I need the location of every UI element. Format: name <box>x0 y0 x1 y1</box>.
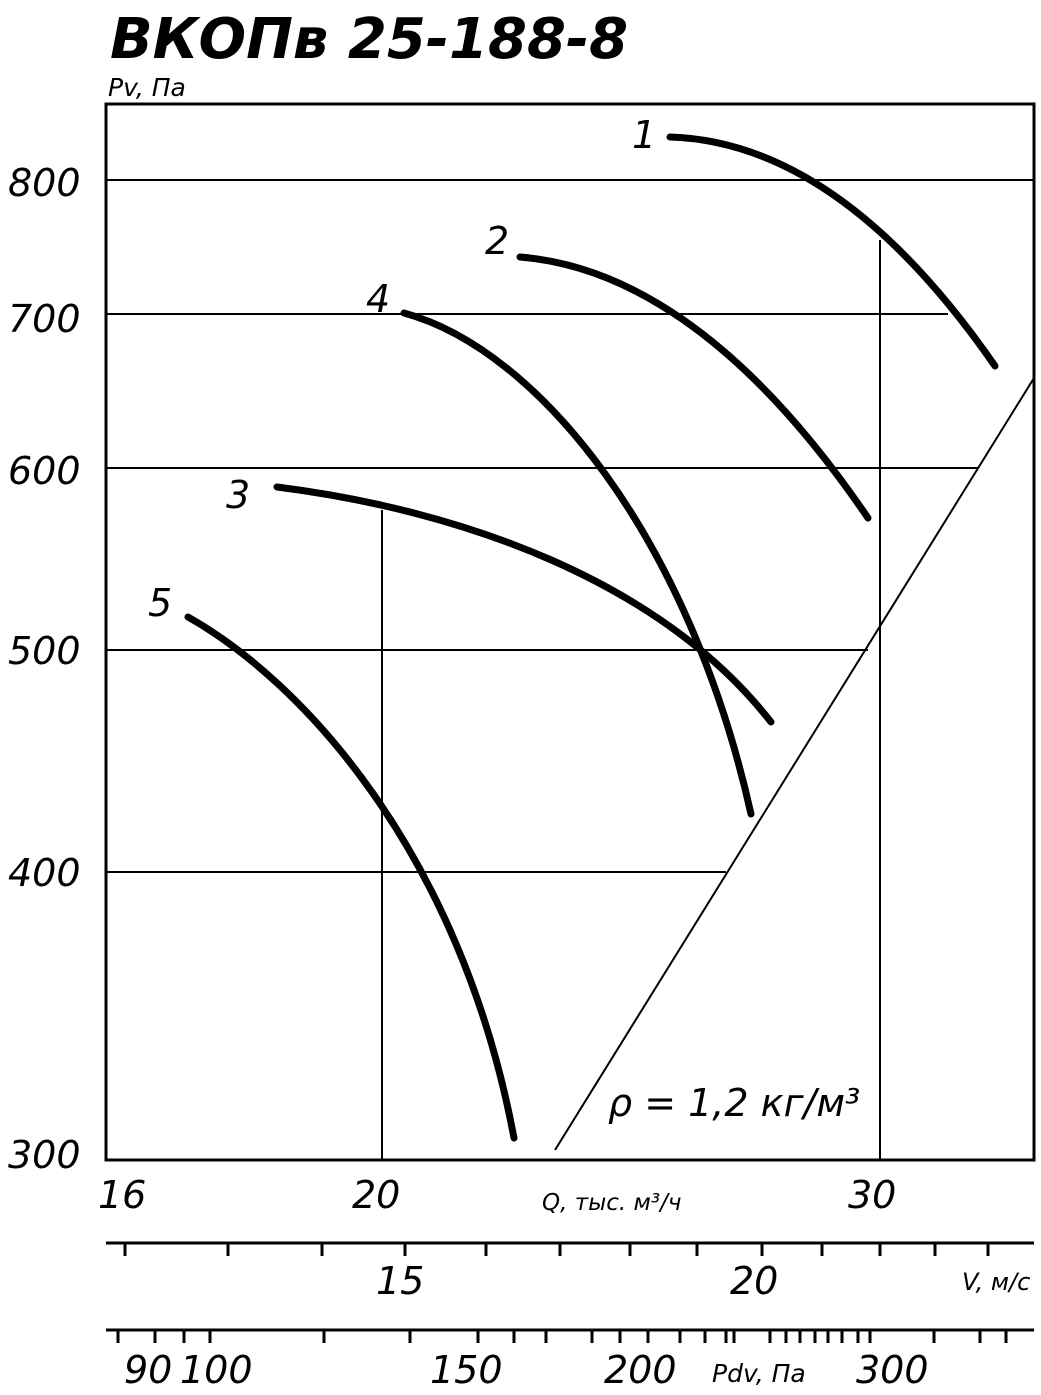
y-tick-700: 700 <box>8 297 81 341</box>
curve-3 <box>273 483 775 726</box>
pdv-ticks <box>116 1330 1008 1343</box>
performance-curves <box>184 133 999 1142</box>
velocity-ticks <box>123 1243 990 1256</box>
chart-title: ВКОПв 25-188-8 <box>110 7 628 72</box>
y-tick-500: 500 <box>8 629 81 673</box>
pdv-tick-200: 200 <box>604 1348 677 1392</box>
x-tick-20: 20 <box>352 1173 400 1217</box>
curve-label-2: 2 <box>485 219 509 263</box>
y-tick-600: 600 <box>8 449 81 493</box>
curve-label-1: 1 <box>632 113 656 157</box>
curve-4 <box>400 309 755 818</box>
curve-1 <box>666 133 999 370</box>
y-tick-labels: 800 700 600 500 400 300 <box>8 161 81 1177</box>
curve-label-3: 3 <box>226 473 250 517</box>
x-tick-labels: 16 20 30 Q, тыс. м³/ч <box>98 1173 896 1217</box>
plot-frame <box>104 102 1036 1162</box>
curve-label-4: 4 <box>366 277 390 321</box>
y-tick-300: 300 <box>8 1133 81 1177</box>
curve-2 <box>516 253 872 522</box>
y-tick-800: 800 <box>8 161 81 205</box>
velocity-tick-15: 15 <box>376 1259 424 1303</box>
velocity-tick-20: 20 <box>730 1259 778 1303</box>
x-tick-16: 16 <box>98 1173 146 1217</box>
x-tick-30: 30 <box>848 1173 896 1217</box>
dynamic-pressure-axis <box>106 1328 1034 1343</box>
dynamic-pressure-line <box>554 377 1035 1151</box>
pdv-tick-300: 300 <box>856 1348 929 1392</box>
pdv-axis-label: Pdv, Па <box>712 1359 806 1388</box>
velocity-axis <box>106 1241 1034 1256</box>
pdv-tick-90: 90 <box>124 1348 172 1392</box>
pdv-tick-100: 100 <box>180 1348 253 1392</box>
velocity-axis-label: V, м/с <box>962 1268 1030 1296</box>
grid-lines <box>106 179 1034 1160</box>
density-annotation: ρ = 1,2 кг/м³ <box>608 1081 860 1125</box>
y-tick-400: 400 <box>8 851 81 895</box>
x-axis-label: Q, тыс. м³/ч <box>542 1190 681 1216</box>
curve-label-5: 5 <box>148 581 172 625</box>
pdv-tick-150: 150 <box>430 1348 503 1392</box>
y-axis-label: Pv, Па <box>108 73 186 102</box>
curve-labels: 1 2 4 3 5 <box>148 113 656 625</box>
curve-5 <box>184 613 518 1142</box>
